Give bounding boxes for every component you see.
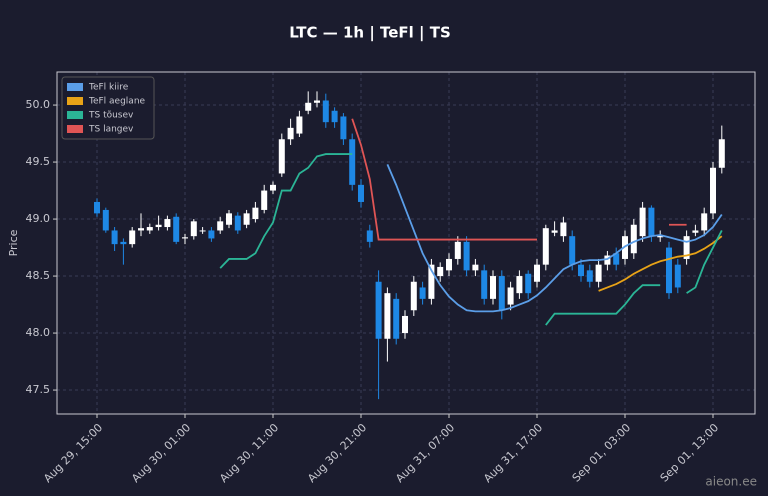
candle-body [472,264,479,271]
candle-body [648,207,655,237]
candle-body [234,215,241,231]
candle-body [182,237,188,239]
candle-body [340,116,347,140]
candle-body [155,224,162,228]
candle-body [419,287,426,299]
indicator-line [598,235,723,292]
candle-body [560,222,567,237]
candle-body [305,102,312,111]
candle-body [666,247,672,294]
candle-body [173,216,180,242]
candle-body [428,264,435,299]
candle-body [208,230,215,239]
y-tick-label: 48.0 [26,326,51,339]
candle-body [102,209,109,231]
candle-body [384,293,391,339]
candle-body [375,281,382,339]
candle-body [551,230,558,233]
candle-body [586,270,593,282]
candle-body [701,213,708,231]
candle-body [674,264,681,288]
plot-frame [56,71,756,415]
candle-body [595,264,602,282]
candle-body [410,281,417,311]
y-tick-label: 49.0 [26,212,51,225]
candle-body [639,207,646,237]
indicator-line [351,118,687,241]
candle-body [446,258,452,271]
candle-body [217,221,224,231]
legend-label: TS langev [88,125,134,135]
candle-body [270,184,276,191]
candle-body [622,236,628,259]
candle-body [516,276,523,294]
candle-body [349,139,356,185]
legend-swatch [67,97,83,105]
candle-body [683,236,690,259]
candle-body [463,241,470,271]
candle-body [190,221,197,237]
candle-body [314,100,320,103]
candle-body [437,266,444,277]
candle-body [287,127,294,140]
candle-body [393,298,400,339]
indicator-line [386,163,723,313]
candle-body [243,213,250,225]
candle-body [525,273,532,294]
candle-body [199,230,206,232]
indicator-line [219,153,723,326]
candle-body [252,207,259,220]
y-axis-label: Price [7,229,20,256]
watermark: aieon.ee [705,475,757,489]
candle-body [322,100,329,123]
candle-body [278,139,285,174]
candle-body [296,116,303,134]
candle-body [111,230,118,245]
candle-body [261,190,268,210]
candle-body [692,230,699,233]
candle-body [454,241,461,259]
legend-label: TeFl kiire [88,83,129,93]
candle-body [613,253,620,265]
candle-body [366,230,373,242]
legend-label: TeFl aeglane [88,97,146,107]
legend-box [61,76,155,140]
candle-body [630,224,637,254]
candle-body [120,241,127,245]
y-tick-label: 48.5 [26,269,51,282]
candle-body [604,255,611,265]
candle-body [490,276,496,299]
candle-body [710,167,716,214]
y-tick-label: 49.5 [26,155,51,168]
legend-swatch [67,83,83,91]
candle-body [94,201,100,214]
legend-swatch [67,111,83,119]
candle-body [481,270,488,299]
candle-body [569,236,576,265]
candle-body [226,213,232,225]
candle-body [358,184,364,202]
y-tick-label: 47.5 [26,383,51,396]
candle-body [129,230,136,245]
candle-body [146,227,153,231]
legend-label: TS tõusev [88,111,134,121]
candle-body [534,264,540,282]
legend-swatch [67,125,83,133]
chart-title: LTC — 1h | TeFl | TS [289,24,451,43]
candle-body [164,219,171,228]
candle-body [331,110,338,123]
candle-body [507,287,514,305]
legend: TeFl kiire TeFl aeglane TS tõusev TS langev [61,76,155,140]
candle-body [498,276,505,311]
candle-body [542,228,549,265]
candle-body [578,264,584,277]
y-tick-label: 50.0 [26,98,51,111]
candle-body [657,235,664,238]
candle-body [402,315,408,334]
candle-body [138,228,144,231]
candle-body [718,139,725,168]
